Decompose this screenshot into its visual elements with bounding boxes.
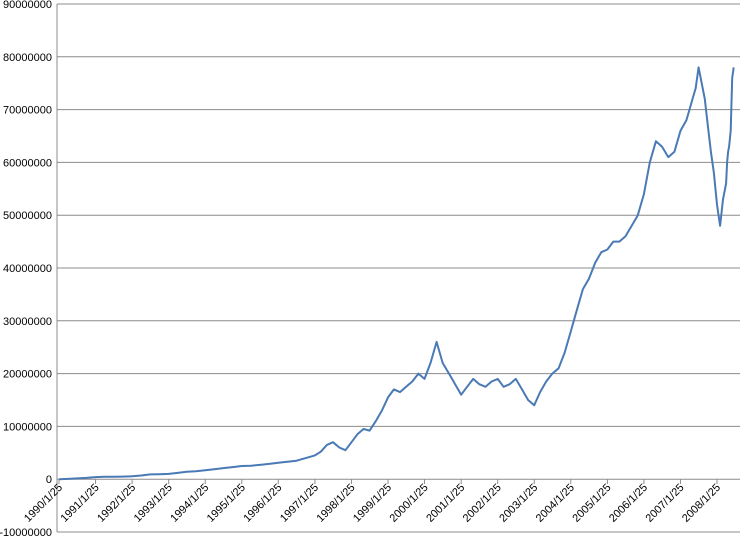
y-tick-label: 20000000 [3,369,52,381]
x-tick-label: 2000/1/25 [388,482,431,525]
x-tick-label: 2001/1/25 [424,482,467,525]
x-tick-label: 2008/1/25 [680,482,723,525]
x-tick-label: 2002/1/25 [461,482,504,525]
grid-lines [57,3,740,533]
x-tick-label: 2007/1/25 [643,482,686,525]
x-tick-label: 1990/1/25 [22,482,65,525]
y-tick-label: -10000000 [0,527,52,539]
x-tick-label: 1995/1/25 [205,482,248,525]
y-tick-label: 10000000 [3,421,52,433]
y-tick-label: 70000000 [3,105,52,117]
x-tick-label: 1992/1/25 [95,482,138,525]
x-tick-label: 2006/1/25 [607,482,650,525]
x-tick-label: 1993/1/25 [132,482,175,525]
y-tick-label: 80000000 [3,52,52,64]
x-tick-label: 1999/1/25 [351,482,394,525]
y-tick-label: 30000000 [3,316,52,328]
series-line [58,66,735,481]
x-tick-label: 2005/1/25 [570,482,613,525]
y-axis-ticks: 90000000 80000000 70000000 60000000 50000000… [0,0,52,539]
x-tick-label: 1994/1/25 [168,482,211,525]
x-tick-label: 1998/1/25 [314,482,357,525]
y-tick-label: 40000000 [3,263,52,275]
x-tick-label: 2004/1/25 [534,482,577,525]
y-tick-label: 60000000 [3,157,52,169]
y-tick-label: 90000000 [3,0,52,11]
x-tick-label: 2003/1/25 [497,482,540,525]
x-tick-label: 1991/1/25 [59,482,102,525]
x-tick-label: 1997/1/25 [278,482,321,525]
x-axis-ticks: 1990/1/251991/1/251992/1/251993/1/251994… [22,479,723,525]
x-tick-label: 1996/1/25 [241,482,284,525]
y-tick-label: 50000000 [3,210,52,222]
y-tick-label: 0 [46,474,52,486]
